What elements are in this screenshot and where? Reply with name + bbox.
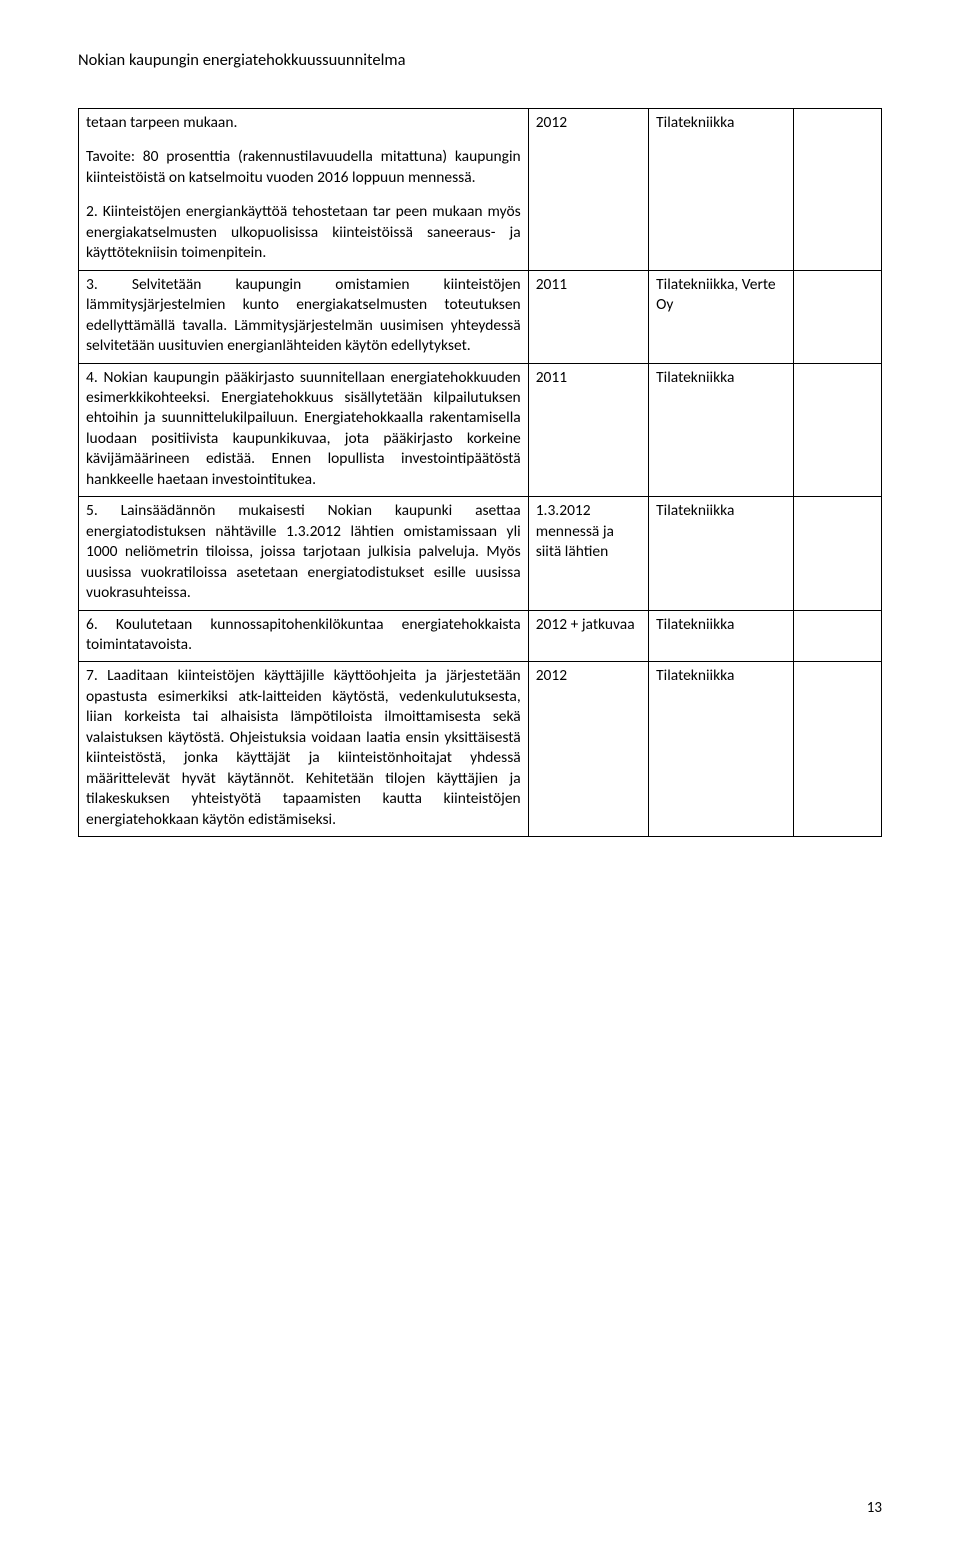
cell-description: 7. Laaditaan kiinteistöjen käyttäjille k… [79,662,529,837]
cell-description: 4. Nokian kaupungin pääkirjasto suunnite… [79,363,529,497]
table-row: 6. Koulutetaan kunnossapitohenkilökuntaa… [79,610,882,662]
cell-year: 2012 [528,662,648,837]
cell-year: 2012 + jatkuvaa [528,610,648,662]
table-row: 4. Nokian kaupungin pääkirjasto suunnite… [79,363,882,497]
cell-responsible: Tilatekniikka [649,109,794,271]
plan-table: tetaan tarpeen mukaan. Tavoite: 80 prose… [78,108,882,837]
cell-empty [793,109,881,271]
cell-description: 3. Selvitetään kaupungin omistamien kiin… [79,270,529,363]
cell-responsible: Tilatekniikka [649,610,794,662]
paragraph: 7. Laaditaan kiinteistöjen käyttäjille k… [86,666,521,830]
paragraph: tetaan tarpeen mukaan. [86,113,521,133]
cell-description: 5. Lainsäädännön mukaisesti Nokian kaupu… [79,497,529,610]
page: Nokian kaupungin energiatehokkuussuunnit… [0,0,960,1545]
paragraph: 6. Koulutetaan kunnossapitohenkilökuntaa… [86,615,521,656]
paragraph: 4. Nokian kaupungin pääkirjasto suunnite… [86,368,521,491]
cell-responsible: Tilatekniikka, Verte Oy [649,270,794,363]
cell-year: 2012 [528,109,648,271]
table-row: 5. Lainsäädännön mukaisesti Nokian kaupu… [79,497,882,610]
cell-responsible: Tilatekniikka [649,662,794,837]
cell-empty [793,363,881,497]
cell-year: 1.3.2012 mennessä ja siitä lähtien [528,497,648,610]
table-row: 3. Selvitetään kaupungin omistamien kiin… [79,270,882,363]
paragraph: 3. Selvitetään kaupungin omistamien kiin… [86,275,521,357]
page-number: 13 [867,1499,882,1517]
cell-responsible: Tilatekniikka [649,363,794,497]
paragraph: 5. Lainsäädännön mukaisesti Nokian kaupu… [86,501,521,603]
cell-empty [793,270,881,363]
cell-description: 6. Koulutetaan kunnossapitohenkilökuntaa… [79,610,529,662]
plan-table-body: tetaan tarpeen mukaan. Tavoite: 80 prose… [79,109,882,837]
cell-description: tetaan tarpeen mukaan. Tavoite: 80 prose… [79,109,529,271]
paragraph: Tavoite: 80 prosenttia (rakennustilavuud… [86,147,521,188]
paragraph: 2. Kiinteistöjen energiankäyttöä tehoste… [86,202,521,263]
cell-year: 2011 [528,363,648,497]
table-row: tetaan tarpeen mukaan. Tavoite: 80 prose… [79,109,882,271]
cell-empty [793,497,881,610]
cell-year: 2011 [528,270,648,363]
cell-responsible: Tilatekniikka [649,497,794,610]
document-header-title: Nokian kaupungin energiatehokkuussuunnit… [78,50,882,70]
cell-empty [793,610,881,662]
table-row: 7. Laaditaan kiinteistöjen käyttäjille k… [79,662,882,837]
cell-empty [793,662,881,837]
